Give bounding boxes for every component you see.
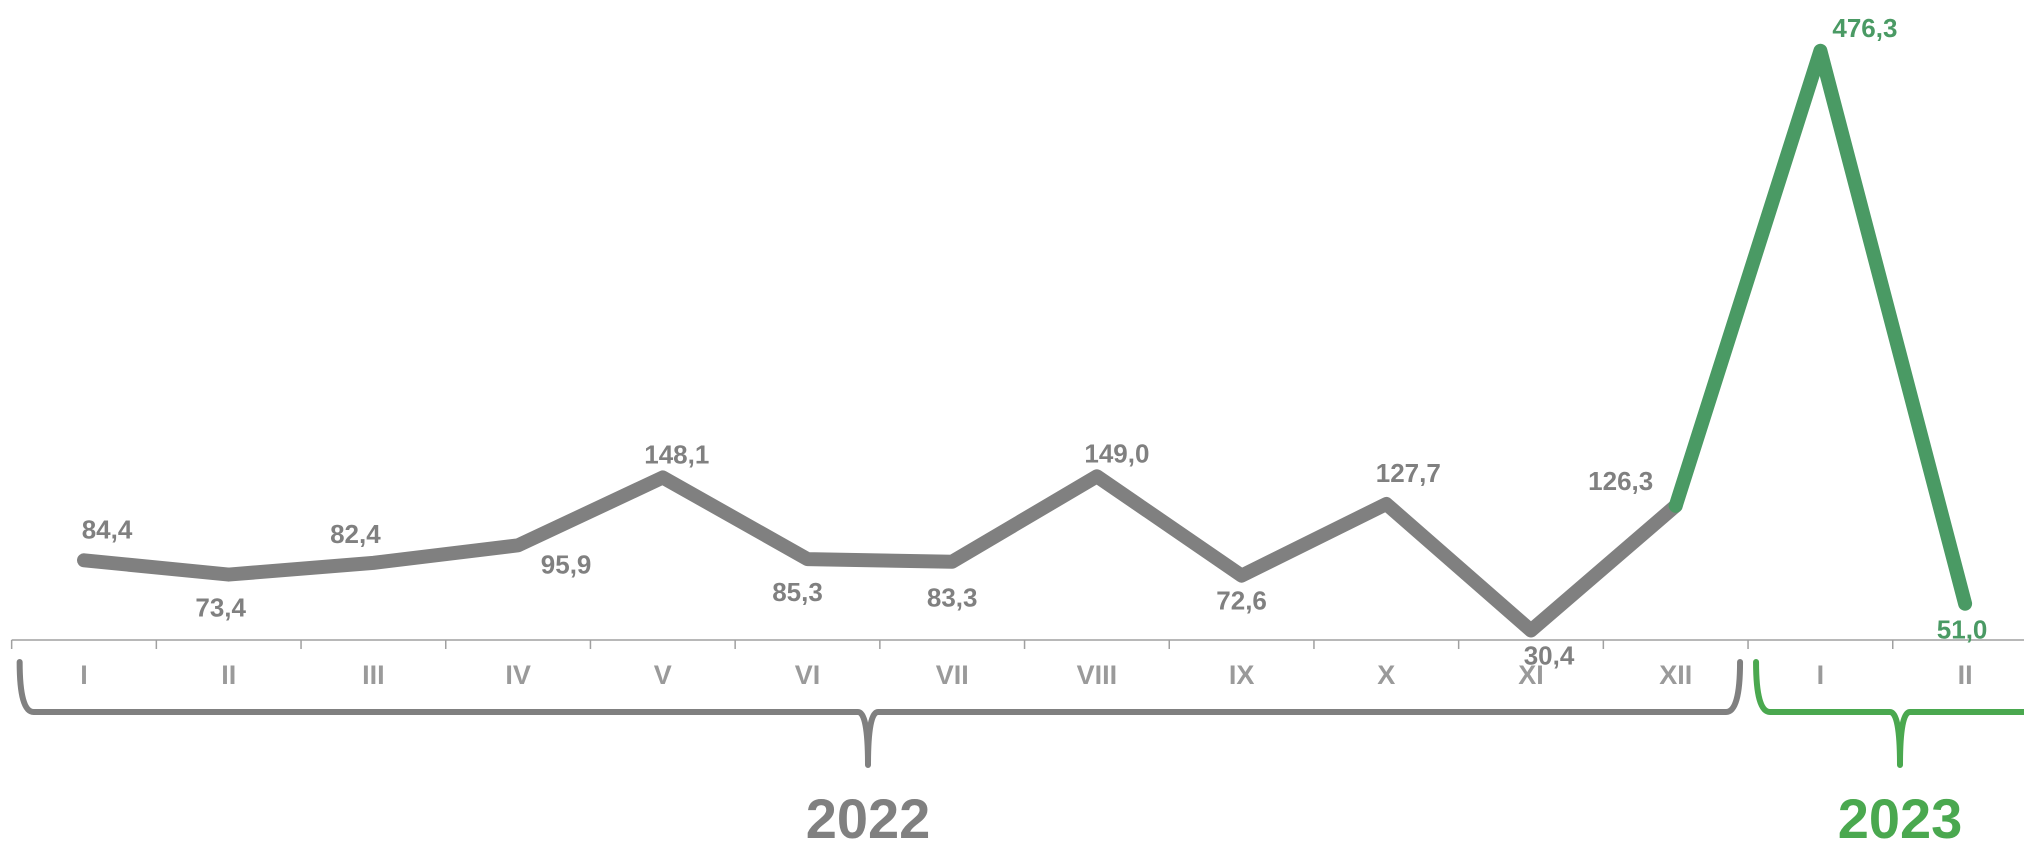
year-label-2022: 2022 <box>806 787 931 843</box>
x-tick-label: X <box>1377 660 1395 690</box>
data-label: 85,3 <box>772 577 823 607</box>
x-tick-label: IX <box>1229 660 1255 690</box>
x-tick-label: I <box>1817 660 1825 690</box>
x-tick-label: XI <box>1518 660 1544 690</box>
x-tick-label: VI <box>795 660 821 690</box>
x-tick-label: II <box>1958 660 1973 690</box>
x-tick-label: III <box>362 660 385 690</box>
data-label: 30,4 <box>1524 640 1575 670</box>
data-label: 83,3 <box>927 583 978 613</box>
data-label: 95,9 <box>541 549 592 579</box>
year-brace-2023 <box>1753 659 2024 768</box>
year-braces: 2022 2023 <box>16 659 2024 843</box>
year-brace-2022 <box>16 659 1744 768</box>
x-axis <box>10 639 2024 649</box>
data-label: 476,3 <box>1832 13 1897 43</box>
data-label: 51,0 <box>1937 615 1988 645</box>
year-label-2023: 2023 <box>1838 787 1963 843</box>
data-label: 84,4 <box>82 514 133 544</box>
x-tick-label: IV <box>505 660 531 690</box>
data-label: 149,0 <box>1084 438 1149 468</box>
x-tick-label: XII <box>1659 660 1692 690</box>
series-lines <box>77 43 1973 638</box>
x-tick-labels: I II III IV V VI VII VIII IX X XI XII I II <box>80 660 1972 690</box>
x-tick-label: II <box>221 660 236 690</box>
data-label: 82,4 <box>330 519 381 549</box>
data-label: 148,1 <box>644 439 709 469</box>
data-label: 127,7 <box>1376 458 1441 488</box>
data-label: 73,4 <box>195 593 246 623</box>
x-tick-label: I <box>80 660 88 690</box>
x-tick-label: VII <box>936 660 969 690</box>
data-label: 126,3 <box>1588 466 1653 496</box>
data-label: 72,6 <box>1216 586 1267 616</box>
series-line-2022 <box>77 469 1683 638</box>
data-labels: 84,4 73,4 82,4 95,9 148,1 85,3 83,3 149,0 72,6 12… <box>82 13 1988 671</box>
x-tick-label: VIII <box>1077 660 1118 690</box>
x-tick-label: V <box>654 660 672 690</box>
series-line-2023 <box>1668 43 1973 611</box>
